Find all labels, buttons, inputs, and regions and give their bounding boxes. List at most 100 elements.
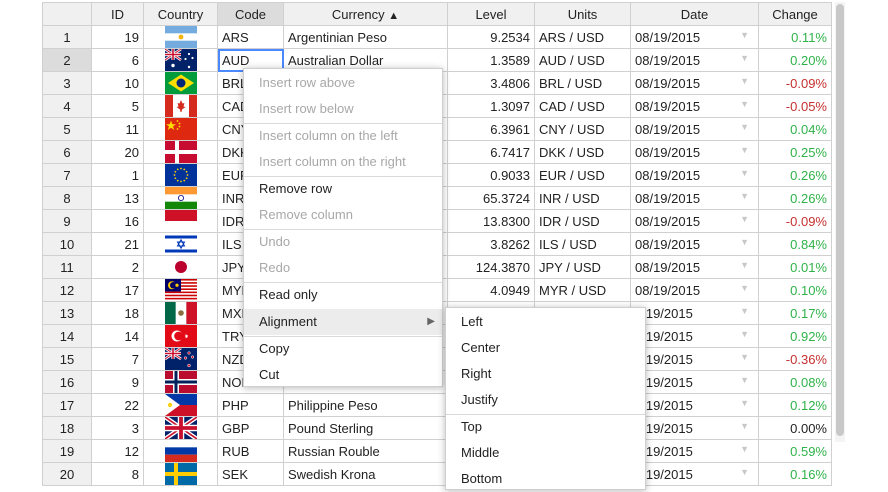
column-header-units[interactable]: Units (534, 2, 631, 26)
column-header-change[interactable]: Change (758, 2, 832, 26)
cell-country[interactable] (143, 324, 218, 348)
date-dropdown-arrow-icon[interactable]: ▼ (740, 30, 749, 40)
scrollbar-thumb[interactable] (836, 4, 844, 436)
cell-units[interactable]: JPY / USD (534, 255, 631, 279)
cell-country[interactable] (143, 71, 218, 95)
cell-units[interactable]: CAD / USD (534, 94, 631, 118)
cell-change[interactable]: 0.11% (758, 25, 832, 49)
date-dropdown-arrow-icon[interactable]: ▼ (740, 421, 749, 431)
column-header-level[interactable]: Level (447, 2, 535, 26)
date-dropdown-arrow-icon[interactable]: ▼ (740, 168, 749, 178)
corner-header[interactable] (42, 2, 92, 26)
cell-units[interactable]: CNY / USD (534, 117, 631, 141)
cell-date[interactable]: 08/19/2015 ▼ (630, 94, 759, 118)
cell-level[interactable]: 4.0949 (447, 278, 535, 302)
cell-units[interactable]: EUR / USD (534, 163, 631, 187)
align-justify[interactable]: Justify (446, 387, 645, 413)
cell-country[interactable] (143, 416, 218, 440)
row-header[interactable]: 6 (42, 140, 92, 164)
cell-id[interactable]: 9 (91, 370, 144, 394)
cell-change[interactable]: -0.05% (758, 94, 832, 118)
align-center[interactable]: Center (446, 335, 645, 361)
cell-date[interactable]: 08/19/2015 ▼ (630, 278, 759, 302)
cell-country[interactable] (143, 163, 218, 187)
cell-date[interactable]: 8/19/2015 ▼ (630, 416, 759, 440)
cell-change[interactable]: 0.10% (758, 278, 832, 302)
cell-country[interactable] (143, 209, 218, 233)
row-header[interactable]: 12 (42, 278, 92, 302)
cell-level[interactable]: 1.3097 (447, 94, 535, 118)
row-header[interactable]: 16 (42, 370, 92, 394)
cell-id[interactable]: 14 (91, 324, 144, 348)
menu-item-remove-column[interactable]: Remove column (244, 202, 442, 228)
cell-date[interactable]: 08/19/2015 ▼ (630, 163, 759, 187)
row-header[interactable]: 3 (42, 71, 92, 95)
cell-date[interactable]: 08/19/2015 ▼ (630, 186, 759, 210)
align-bottom[interactable]: Bottom (446, 466, 645, 492)
cell-units[interactable]: ARS / USD (534, 25, 631, 49)
cell-level[interactable]: 3.8262 (447, 232, 535, 256)
cell-id[interactable]: 8 (91, 462, 144, 486)
menu-item-remove-row[interactable]: Remove row (244, 176, 442, 202)
cell-id[interactable]: 21 (91, 232, 144, 256)
cell-country[interactable] (143, 48, 218, 72)
cell-country[interactable] (143, 370, 218, 394)
date-dropdown-arrow-icon[interactable]: ▼ (740, 467, 749, 477)
cell-units[interactable]: ILS / USD (534, 232, 631, 256)
row-header[interactable]: 14 (42, 324, 92, 348)
cell-change[interactable]: 0.17% (758, 301, 832, 325)
cell-level[interactable]: 1.3589 (447, 48, 535, 72)
date-dropdown-arrow-icon[interactable]: ▼ (740, 352, 749, 362)
cell-id[interactable]: 19 (91, 25, 144, 49)
menu-item-insert-column-on-the-right[interactable]: Insert column on the right (244, 149, 442, 175)
date-dropdown-arrow-icon[interactable]: ▼ (740, 76, 749, 86)
menu-item-read-only[interactable]: Read only (244, 282, 442, 308)
row-header[interactable]: 8 (42, 186, 92, 210)
cell-date[interactable]: 08/19/2015 ▼ (630, 71, 759, 95)
cell-id[interactable]: 7 (91, 347, 144, 371)
menu-item-redo[interactable]: Redo (244, 255, 442, 281)
row-header[interactable]: 15 (42, 347, 92, 371)
row-header[interactable]: 9 (42, 209, 92, 233)
date-dropdown-arrow-icon[interactable]: ▼ (740, 306, 749, 316)
column-header-code[interactable]: Code (217, 2, 284, 26)
align-right[interactable]: Right (446, 361, 645, 387)
cell-change[interactable]: 0.92% (758, 324, 832, 348)
cell-date[interactable]: 8/19/2015 ▼ (630, 370, 759, 394)
date-dropdown-arrow-icon[interactable]: ▼ (740, 122, 749, 132)
cell-level[interactable]: 6.3961 (447, 117, 535, 141)
cell-country[interactable] (143, 94, 218, 118)
cell-change[interactable]: 0.26% (758, 163, 832, 187)
cell-id[interactable]: 17 (91, 278, 144, 302)
row-header[interactable]: 19 (42, 439, 92, 463)
cell-country[interactable] (143, 393, 218, 417)
row-header[interactable]: 20 (42, 462, 92, 486)
cell-country[interactable] (143, 347, 218, 371)
cell-currency[interactable]: Argentinian Peso (283, 25, 448, 49)
date-dropdown-arrow-icon[interactable]: ▼ (740, 237, 749, 247)
cell-id[interactable]: 11 (91, 117, 144, 141)
cell-date[interactable]: 08/19/2015 ▼ (630, 140, 759, 164)
cell-date[interactable]: 8/19/2015 ▼ (630, 439, 759, 463)
row-header[interactable]: 1 (42, 25, 92, 49)
row-header[interactable]: 18 (42, 416, 92, 440)
align-middle[interactable]: Middle (446, 440, 645, 466)
date-dropdown-arrow-icon[interactable]: ▼ (740, 375, 749, 385)
cell-id[interactable]: 5 (91, 94, 144, 118)
cell-id[interactable]: 22 (91, 393, 144, 417)
row-header[interactable]: 7 (42, 163, 92, 187)
cell-country[interactable] (143, 25, 218, 49)
cell-units[interactable]: AUD / USD (534, 48, 631, 72)
cell-units[interactable]: MYR / USD (534, 278, 631, 302)
cell-change[interactable]: 0.20% (758, 48, 832, 72)
cell-code[interactable]: PHP (217, 393, 284, 417)
cell-country[interactable] (143, 232, 218, 256)
cell-id[interactable]: 6 (91, 48, 144, 72)
cell-change[interactable]: 0.00% (758, 416, 832, 440)
date-dropdown-arrow-icon[interactable]: ▼ (740, 145, 749, 155)
cell-country[interactable] (143, 255, 218, 279)
cell-date[interactable]: 8/19/2015 ▼ (630, 347, 759, 371)
cell-change[interactable]: 0.59% (758, 439, 832, 463)
cell-date[interactable]: 08/19/2015 ▼ (630, 232, 759, 256)
row-header[interactable]: 13 (42, 301, 92, 325)
